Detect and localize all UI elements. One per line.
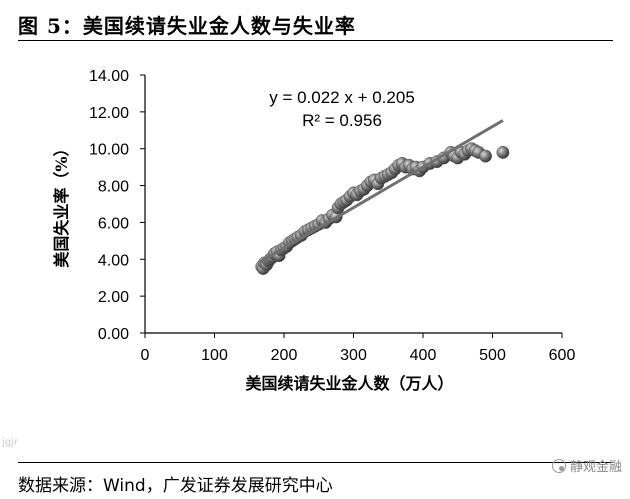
watermark-text: 静观金融 — [569, 460, 622, 475]
x-tick-label: 200 — [271, 347, 298, 364]
figure-title: 图 5：美国续请失业金人数与失业率 — [18, 14, 356, 38]
x-tick-label: 100 — [201, 347, 228, 364]
y-tick-label: 0.00 — [98, 326, 129, 343]
left-watermark: jgjr — [2, 437, 19, 448]
y-tick-label: 14.00 — [89, 68, 129, 85]
y-tick-label: 4.00 — [98, 252, 129, 269]
figure-header: 图 5：美国续请失业金人数与失业率 — [18, 4, 613, 41]
regression-equation: y = 0.022 x + 0.205 — [269, 88, 415, 107]
data-point — [479, 149, 492, 163]
x-tick-label: 400 — [410, 347, 437, 364]
x-tick-label: 300 — [340, 347, 367, 364]
x-axis-label: 美国续请失业金人数（万人） — [245, 374, 453, 393]
y-tick-label: 8.00 — [98, 179, 129, 196]
data-source: 数据来源：Wind，广发证券发展研究中心 — [18, 476, 333, 496]
r-squared-label: R² = 0.956 — [302, 111, 382, 130]
x-tick-label: 600 — [549, 347, 576, 364]
plot-area: 0.00 2.00 4.00 6.00 8.00 10.00 12.00 14.00 0 100 2… — [52, 68, 575, 393]
wechat-icon — [551, 458, 566, 473]
figure-footer: 数据来源：Wind，广发证券发展研究中心 — [18, 462, 613, 496]
y-tick-label: 6.00 — [98, 215, 129, 232]
x-tick-label: 0 — [141, 347, 150, 364]
trend-line — [258, 119, 504, 264]
x-tick-label: 500 — [479, 347, 506, 364]
y-tick-label: 10.00 — [89, 142, 129, 159]
watermark: 静观金融 — [551, 456, 622, 475]
scatter-chart: 0.00 2.00 4.00 6.00 8.00 10.00 12.00 14.00 0 100 2… — [52, 68, 575, 393]
y-axis-label: 美国失业率（%） — [52, 140, 71, 267]
y-tick-label: 2.00 — [98, 289, 129, 306]
y-tick-label: 12.00 — [89, 105, 129, 122]
data-point — [496, 145, 510, 159]
